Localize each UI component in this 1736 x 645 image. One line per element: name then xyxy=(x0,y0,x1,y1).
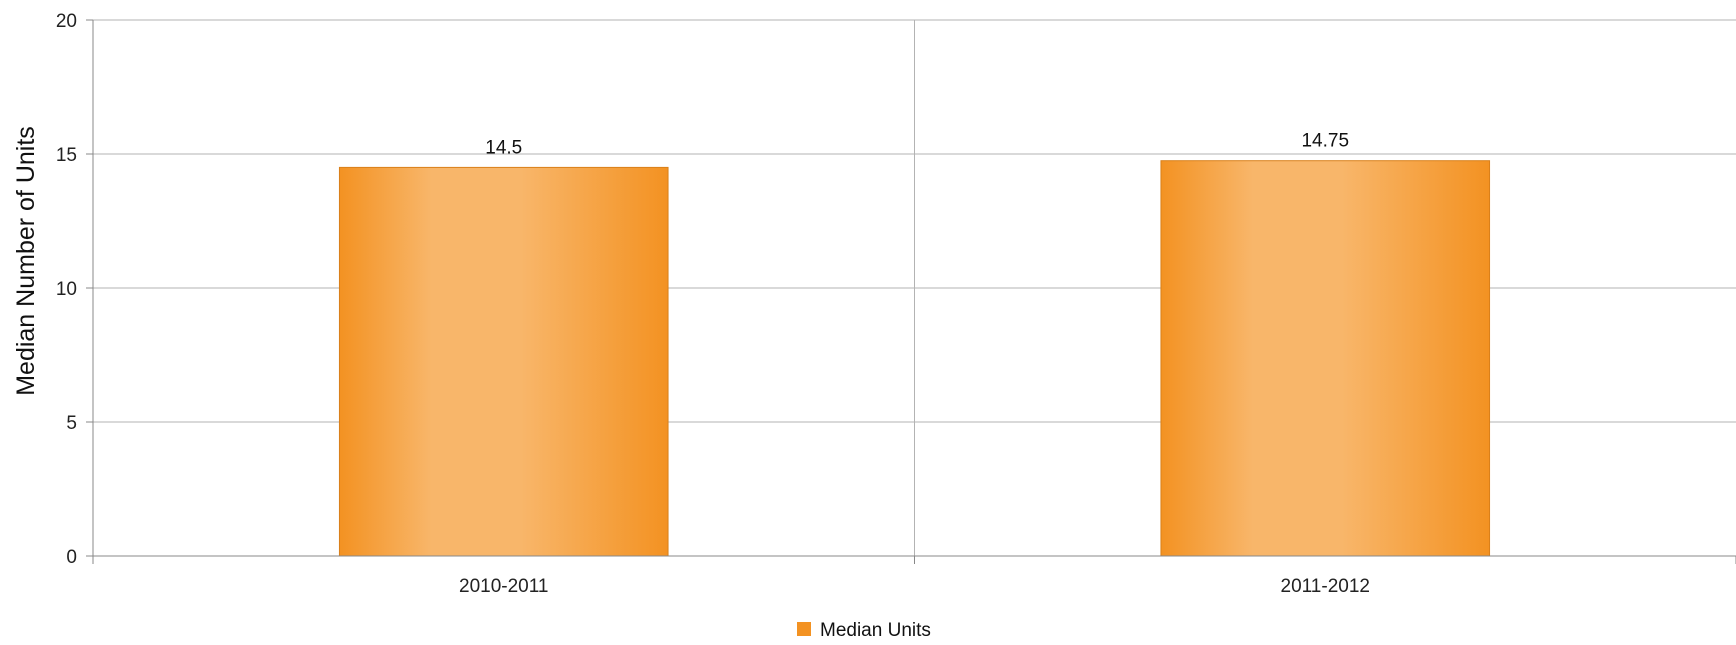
y-tick-label: 10 xyxy=(56,279,77,300)
legend[interactable]: Median Units xyxy=(797,620,931,641)
y-axis-title: Median Number of Units xyxy=(12,126,40,396)
x-tick-label: 2010-2011 xyxy=(459,576,548,597)
y-tick-label: 5 xyxy=(66,413,77,434)
axes xyxy=(86,19,1736,564)
labels: 0 5 10 15 20 14.5 2010-2011 14.75 2011-2012 xyxy=(56,11,1370,597)
bar xyxy=(1160,160,1491,557)
data-label: 14.75 xyxy=(1301,131,1349,152)
legend-swatch xyxy=(797,622,811,636)
x-tick-label: 2011-2012 xyxy=(1281,576,1370,597)
y-tick-label: 15 xyxy=(56,145,77,166)
bar xyxy=(338,166,669,557)
y-tick-label: 0 xyxy=(66,547,77,568)
bars xyxy=(338,160,1491,557)
data-label: 14.5 xyxy=(485,137,522,158)
y-tick-label: 20 xyxy=(56,11,77,32)
legend-label: Median Units xyxy=(820,620,931,640)
